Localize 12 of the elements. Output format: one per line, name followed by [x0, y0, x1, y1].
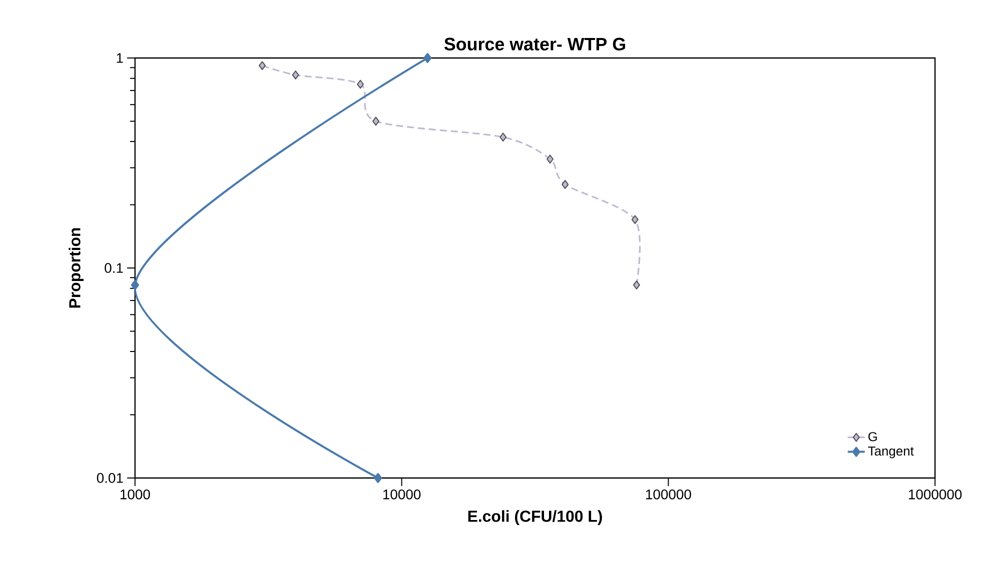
- y-tick-label: 0.1: [104, 263, 123, 273]
- x-tick-label: 1000000: [908, 489, 962, 500]
- y-tick-label: 1: [116, 53, 123, 63]
- legend-label: Tangent: [868, 446, 914, 458]
- x-tick-label: 1000: [120, 489, 150, 500]
- legend-label: G: [868, 432, 877, 442]
- x-tick-label: 10000: [383, 489, 421, 500]
- y-axis-title: Proportion: [68, 228, 84, 308]
- x-axis-title: E.coli (CFU/100 L): [468, 510, 602, 526]
- x-tick-label: 100000: [646, 489, 692, 500]
- y-tick-label: 0.01: [96, 473, 123, 483]
- chart-title: Source water- WTP G: [444, 38, 626, 50]
